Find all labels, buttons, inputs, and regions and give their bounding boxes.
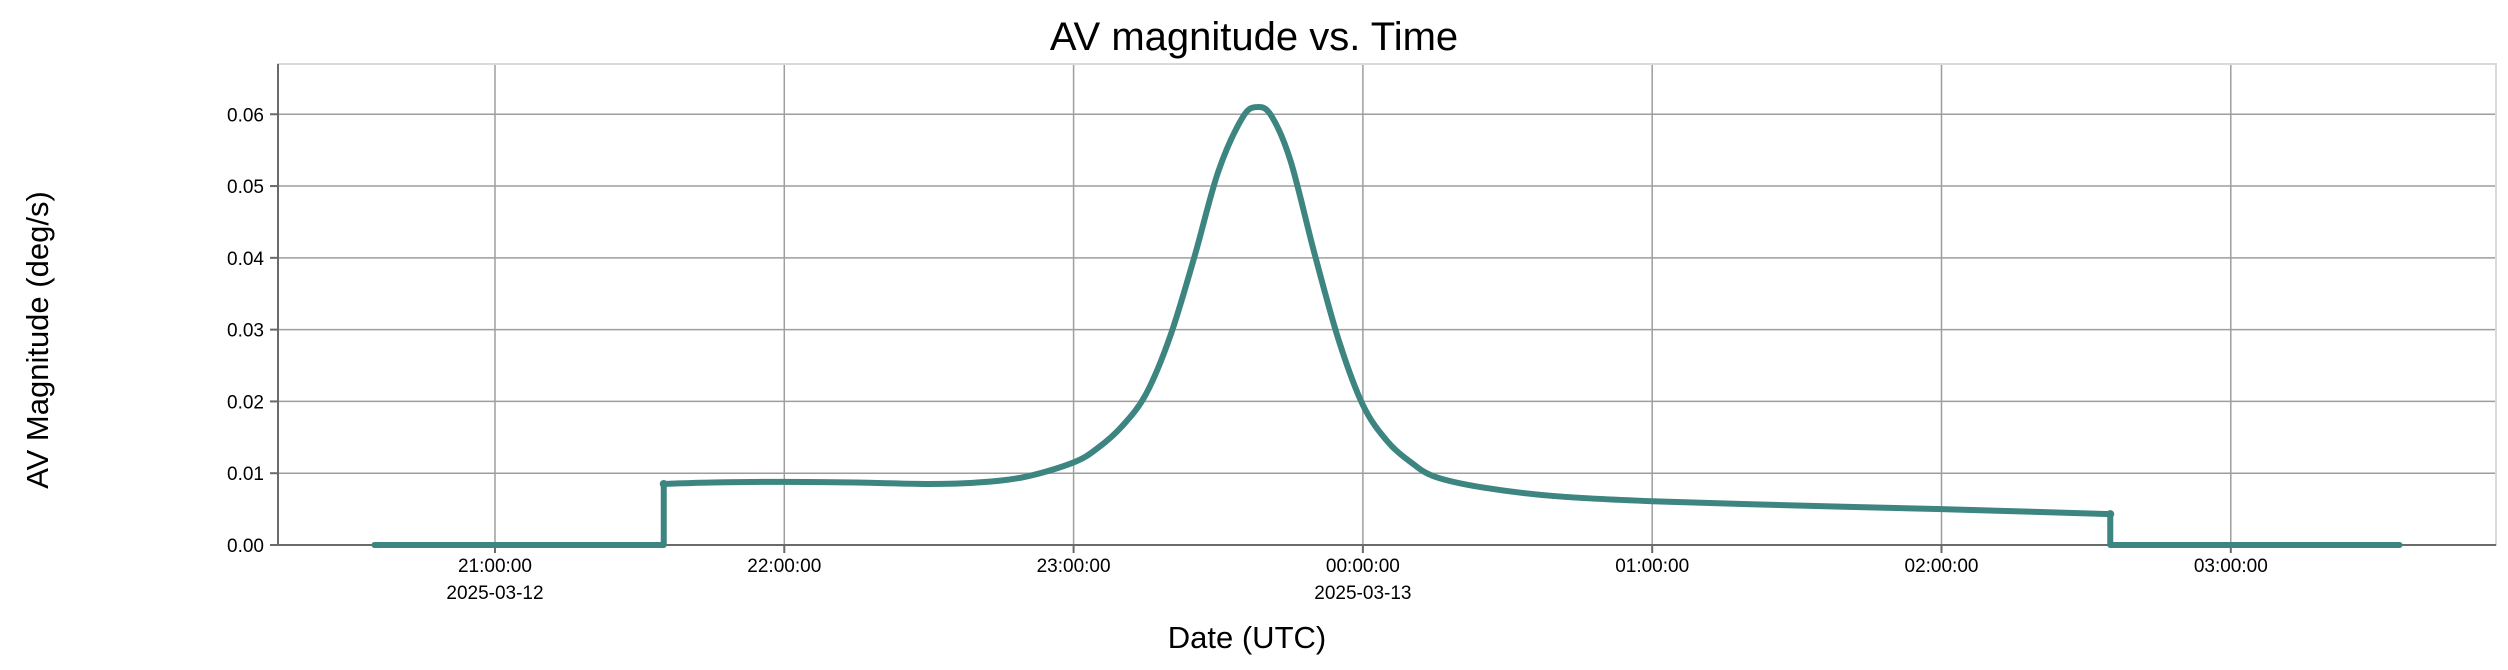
- data-point: [2106, 510, 2115, 519]
- x-tick-label: 03:00:00: [2194, 556, 2268, 577]
- y-tick-label: 0.04: [227, 249, 264, 270]
- axes: [270, 63, 2497, 553]
- x-tick-label: 00:00:00: [1326, 556, 1400, 577]
- y-tick-label: 0.05: [227, 177, 264, 198]
- x-tick-label: 01:00:00: [1615, 556, 1689, 577]
- series-line: [371, 103, 2403, 548]
- x-tick-label: 23:00:00: [1037, 556, 1111, 577]
- y-tick-label: 0.03: [227, 321, 264, 342]
- grid-lines: [278, 64, 2496, 545]
- x-tick-date-label: 2025-03-12: [446, 583, 543, 604]
- y-tick-label: 0.00: [227, 536, 264, 557]
- data-series: [371, 103, 2403, 548]
- x-tick-label: 02:00:00: [1905, 556, 1979, 577]
- x-axis-label: Date (UTC): [1168, 620, 1326, 655]
- y-tick-label: 0.01: [227, 464, 264, 485]
- x-tick-label: 21:00:00: [458, 556, 532, 577]
- x-tick-label: 22:00:00: [747, 556, 821, 577]
- x-tick-date-label: 2025-03-13: [1314, 583, 1411, 604]
- tick-labels: 0.00 0.01 0.02 0.03 0.04 0.05 0.06 21:00:00 2025…: [227, 105, 2268, 604]
- data-point: [659, 479, 668, 488]
- chart-title: AV magnitude vs. Time: [1050, 15, 1458, 59]
- y-tick-label: 0.06: [227, 105, 264, 126]
- y-axis-label: AV Magnitude (deg/s): [20, 191, 55, 489]
- y-tick-label: 0.02: [227, 392, 264, 413]
